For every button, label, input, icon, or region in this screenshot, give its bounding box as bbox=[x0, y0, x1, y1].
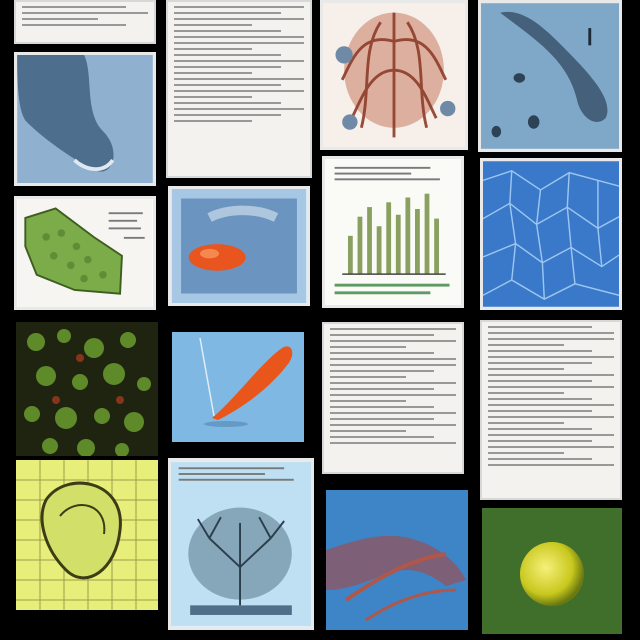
document-page bbox=[166, 0, 312, 178]
green-microscopy-photo bbox=[16, 322, 158, 456]
document-page bbox=[14, 0, 156, 44]
blue-cell-pattern bbox=[480, 158, 622, 310]
orange-probe-illustration bbox=[172, 332, 304, 442]
anatomy-illustration bbox=[320, 0, 468, 150]
blue-hand-illustration bbox=[326, 490, 468, 630]
text-document bbox=[480, 320, 622, 500]
yellow-cell-diagram bbox=[16, 460, 158, 610]
green-tissue-map bbox=[14, 196, 156, 310]
foot-xray-photo bbox=[14, 52, 156, 186]
yellow-sphere-image bbox=[482, 508, 622, 634]
text-document bbox=[322, 322, 464, 474]
data-chart-sheet bbox=[322, 156, 464, 308]
tree-network-illustration bbox=[168, 458, 314, 630]
orange-organ-image bbox=[168, 186, 310, 306]
hand-xray-photo bbox=[478, 0, 622, 152]
